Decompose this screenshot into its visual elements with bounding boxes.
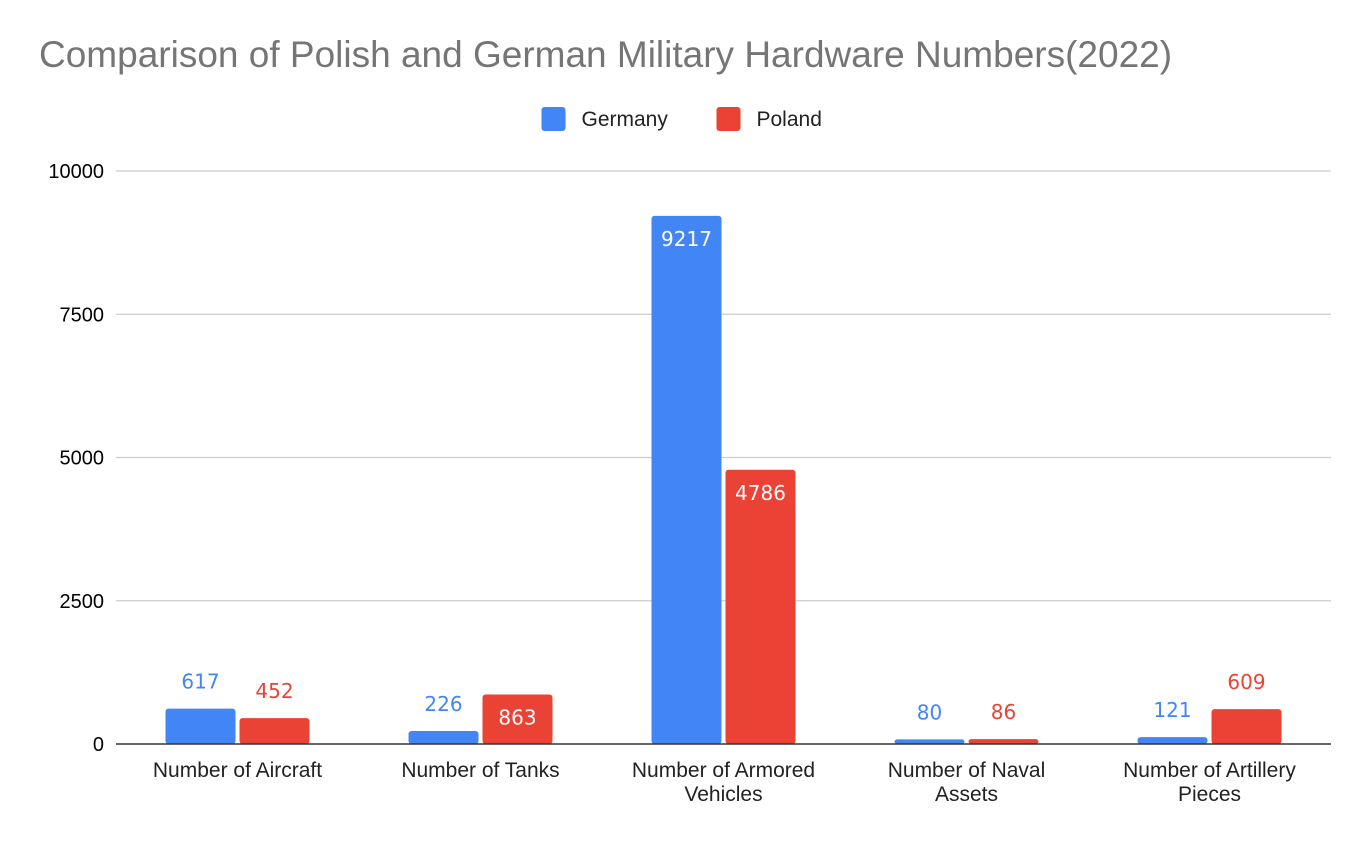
y-tick-label: 5000	[60, 448, 105, 470]
bar-poland	[968, 739, 1039, 744]
data-label-germany: 121	[1153, 698, 1191, 722]
legend-label-poland: Poland	[757, 108, 822, 131]
x-axis-labels: Number of Aircraft Number of Tanks Number …	[153, 759, 1296, 806]
bar-germany	[651, 215, 722, 744]
bar-poland	[482, 694, 553, 744]
bar-germany	[894, 739, 965, 744]
y-tick-label: 2500	[60, 591, 105, 613]
legend-label-germany: Germany	[582, 108, 669, 131]
data-label-germany: 80	[917, 700, 942, 724]
legend-swatch-germany	[541, 107, 566, 131]
y-tick-label: 7500	[60, 304, 105, 326]
data-label-poland: 452	[255, 679, 293, 703]
category-label: Number of Aircraft	[153, 759, 322, 782]
category-label: Number of Artillery	[1123, 759, 1296, 782]
data-labels: 617 452 226 863 9217 4786 80 86 121 609	[181, 227, 1265, 730]
y-tick-label: 0	[93, 734, 104, 756]
data-label-poland: 4786	[735, 481, 786, 505]
bar-germany	[408, 731, 479, 744]
bar-germany	[1137, 737, 1208, 744]
category-label: Assets	[935, 783, 998, 806]
data-label-germany: 617	[181, 670, 219, 694]
data-label-poland: 609	[1227, 670, 1265, 694]
data-label-germany: 226	[424, 692, 462, 716]
data-label-poland: 863	[498, 706, 536, 730]
data-label-poland: 86	[991, 700, 1016, 724]
bar-germany	[165, 708, 236, 744]
y-axis-ticks: 0 2500 5000 7500 10000	[48, 161, 104, 756]
data-label-germany: 9217	[661, 227, 712, 251]
category-label: Number of Tanks	[401, 759, 559, 782]
bar-poland	[239, 718, 310, 744]
chart-title: Comparison of Polish and German Military…	[39, 34, 1173, 75]
bar-poland	[725, 469, 796, 744]
bars	[165, 215, 1282, 744]
gridlines	[116, 170, 1331, 602]
category-label: Pieces	[1178, 783, 1241, 806]
bar-poland	[1211, 709, 1282, 744]
category-label: Number of Naval	[888, 759, 1046, 782]
category-label: Number of Armored	[632, 759, 815, 782]
legend: Germany Poland	[541, 107, 822, 131]
legend-swatch-poland	[716, 107, 741, 131]
category-label: Vehicles	[684, 783, 762, 806]
y-tick-label: 10000	[48, 161, 104, 183]
